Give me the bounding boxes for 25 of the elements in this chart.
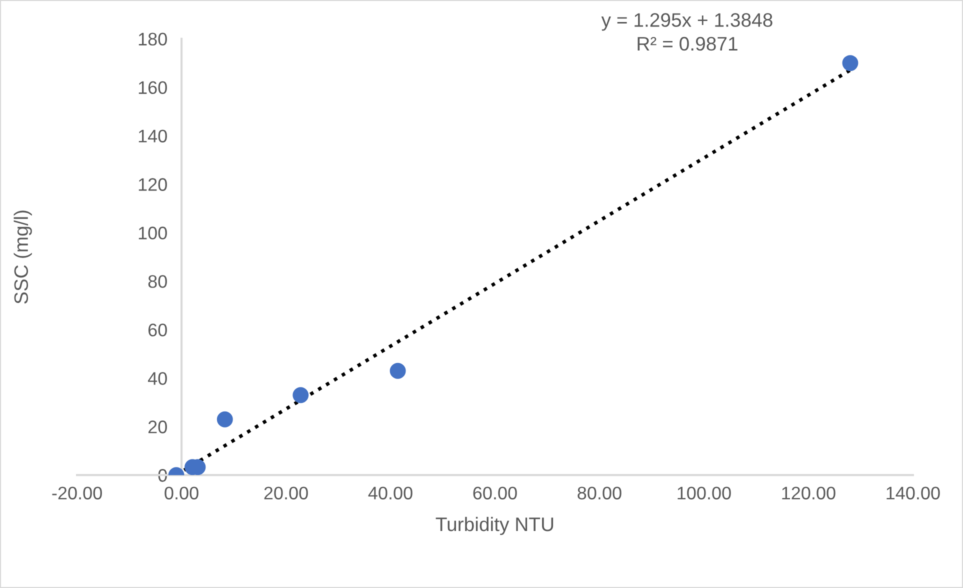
x-tick-label: -20.00 (52, 486, 102, 500)
y-tick-label: 120 (138, 178, 167, 191)
x-tick-label: 60.00 (473, 486, 517, 500)
y-tick-label: 20 (148, 420, 167, 434)
y-tick-label: 160 (138, 81, 167, 94)
annotation: y = 1.295x + 1.3848 R² = 0.9871 (601, 13, 772, 51)
y-tick-label: 60 (148, 324, 167, 336)
x-tick-label: 0.00 (164, 486, 198, 500)
y-tick-label: 100 (138, 226, 167, 240)
y-axis-title: SSC (mg/l) (14, 210, 32, 304)
point (390, 362, 406, 379)
x-tick-label: 40.00 (368, 486, 412, 500)
y-tick-label: 140 (138, 130, 167, 142)
point (292, 387, 309, 404)
y-tick-label: 40 (148, 372, 167, 385)
x-tick-label: 20.00 (264, 486, 308, 500)
x-tick-label: 100.00 (678, 486, 731, 500)
x-axis-title: Turbidity NTU (436, 516, 554, 536)
point (842, 55, 858, 72)
point (216, 411, 233, 428)
x-tick-label: 120.00 (782, 486, 836, 500)
y-tick-label: 180 (138, 32, 167, 46)
y-tick-label: 80 (148, 275, 167, 288)
x-tick-label: 140.00 (886, 486, 940, 500)
x-tick-label: 80.00 (578, 486, 622, 500)
